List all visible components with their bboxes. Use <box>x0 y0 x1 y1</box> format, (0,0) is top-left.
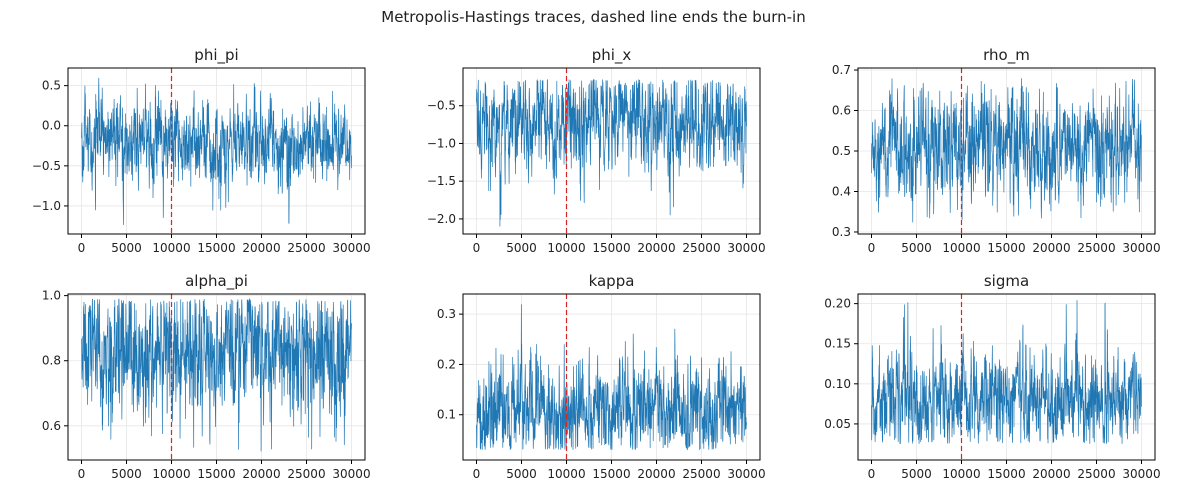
x-tick-label: 10000 <box>547 241 585 255</box>
x-tick-label: 0 <box>473 241 481 255</box>
x-tick-label: 10000 <box>942 241 980 255</box>
x-tick-label: 25000 <box>1077 467 1115 481</box>
x-tick-label: 15000 <box>592 241 630 255</box>
panel-sigma: 0 5000 10000 15000 20000 25000 30000 0.05 0.10 0.… <box>824 272 1160 481</box>
x-tick-label: 0 <box>868 241 876 255</box>
x-tick-label: 5000 <box>506 241 537 255</box>
x-tick-label: 5000 <box>111 241 142 255</box>
x-tick-label: 25000 <box>287 241 325 255</box>
panel-title: kappa <box>589 272 635 290</box>
panel-title: sigma <box>984 272 1029 290</box>
panel-rho_m: 0 5000 10000 15000 20000 25000 30000 0.3 0.4 0.5 0… <box>832 46 1161 255</box>
panel-title: phi_pi <box>194 46 238 65</box>
x-tick-label: 10000 <box>152 241 190 255</box>
x-tick-label: 30000 <box>1122 241 1160 255</box>
y-tick-label: 0.20 <box>824 297 851 311</box>
trace-line-kappa <box>476 304 747 450</box>
x-tick-label: 30000 <box>727 241 765 255</box>
x-tick-label: 20000 <box>637 467 675 481</box>
x-tick-label: 25000 <box>682 467 720 481</box>
y-tick-label: −0.5 <box>427 99 456 113</box>
figure-suptitle: Metropolis-Hastings traces, dashed line … <box>381 8 806 26</box>
panel-kappa: 0 5000 10000 15000 20000 25000 30000 0.1 0.2 0.3 k… <box>437 272 766 481</box>
y-tick-label: 0.8 <box>42 354 61 368</box>
x-tick-label: 15000 <box>592 467 630 481</box>
y-tick-label: 0.3 <box>437 307 456 321</box>
y-tick-label: 0.0 <box>42 119 61 133</box>
x-tick-label: 20000 <box>637 241 675 255</box>
x-tick-label: 20000 <box>1032 241 1070 255</box>
x-tick-label: 20000 <box>242 467 280 481</box>
x-tick-label: 0 <box>868 467 876 481</box>
y-tick-label: 0.6 <box>42 419 61 433</box>
x-tick-label: 30000 <box>332 467 370 481</box>
y-tick-label: 0.1 <box>437 408 456 422</box>
y-tick-label: 0.05 <box>824 417 851 431</box>
y-tick-label: 0.15 <box>824 337 851 351</box>
trace-line-phi_pi <box>81 77 352 226</box>
panel-alpha_pi: 0 5000 10000 15000 20000 25000 30000 0.6 0.8 1.0 a… <box>42 272 371 481</box>
trace-line-phi_x <box>476 79 747 227</box>
x-tick-label: 25000 <box>682 241 720 255</box>
panel-phi_x: 0 5000 10000 15000 20000 25000 30000 −2.0 −1.5 −1… <box>427 46 766 255</box>
x-tick-label: 15000 <box>987 467 1025 481</box>
trace-line-rho_m <box>871 78 1142 223</box>
x-tick-label: 15000 <box>197 241 235 255</box>
x-tick-label: 20000 <box>1032 467 1070 481</box>
panel-title: rho_m <box>983 46 1030 65</box>
y-tick-label: −0.5 <box>32 159 61 173</box>
y-tick-label: −2.0 <box>427 212 456 226</box>
y-tick-label: 0.5 <box>832 144 851 158</box>
y-tick-label: 1.0 <box>42 289 61 303</box>
x-tick-label: 5000 <box>901 241 932 255</box>
trace-line-sigma <box>871 300 1142 444</box>
x-tick-label: 30000 <box>332 241 370 255</box>
x-tick-label: 25000 <box>1077 241 1115 255</box>
x-tick-label: 30000 <box>1122 467 1160 481</box>
x-tick-label: 5000 <box>901 467 932 481</box>
x-tick-label: 5000 <box>506 467 537 481</box>
x-tick-label: 0 <box>78 467 86 481</box>
x-tick-label: 25000 <box>287 467 325 481</box>
panel-phi_pi: 0 5000 10000 15000 20000 25000 30000 −1.0 −0.5 0.… <box>32 46 371 255</box>
x-tick-label: 10000 <box>942 467 980 481</box>
trace-line-alpha_pi <box>81 298 352 452</box>
y-tick-label: −1.0 <box>32 199 61 213</box>
x-tick-label: 5000 <box>111 467 142 481</box>
x-tick-label: 0 <box>473 467 481 481</box>
y-tick-label: 0.5 <box>42 79 61 93</box>
y-tick-label: 0.4 <box>832 184 851 198</box>
x-tick-label: 30000 <box>727 467 765 481</box>
panel-title: phi_x <box>592 46 632 65</box>
y-tick-label: −1.0 <box>427 136 456 150</box>
x-tick-label: 0 <box>78 241 86 255</box>
y-tick-label: 0.6 <box>832 104 851 118</box>
y-tick-label: 0.10 <box>824 377 851 391</box>
x-tick-label: 15000 <box>197 467 235 481</box>
y-tick-label: −1.5 <box>427 174 456 188</box>
x-tick-label: 15000 <box>987 241 1025 255</box>
y-tick-label: 0.3 <box>832 225 851 239</box>
y-tick-label: 0.7 <box>832 63 851 77</box>
x-tick-label: 20000 <box>242 241 280 255</box>
x-tick-label: 10000 <box>152 467 190 481</box>
panel-title: alpha_pi <box>185 272 248 291</box>
x-tick-label: 10000 <box>547 467 585 481</box>
y-tick-label: 0.2 <box>437 357 456 371</box>
